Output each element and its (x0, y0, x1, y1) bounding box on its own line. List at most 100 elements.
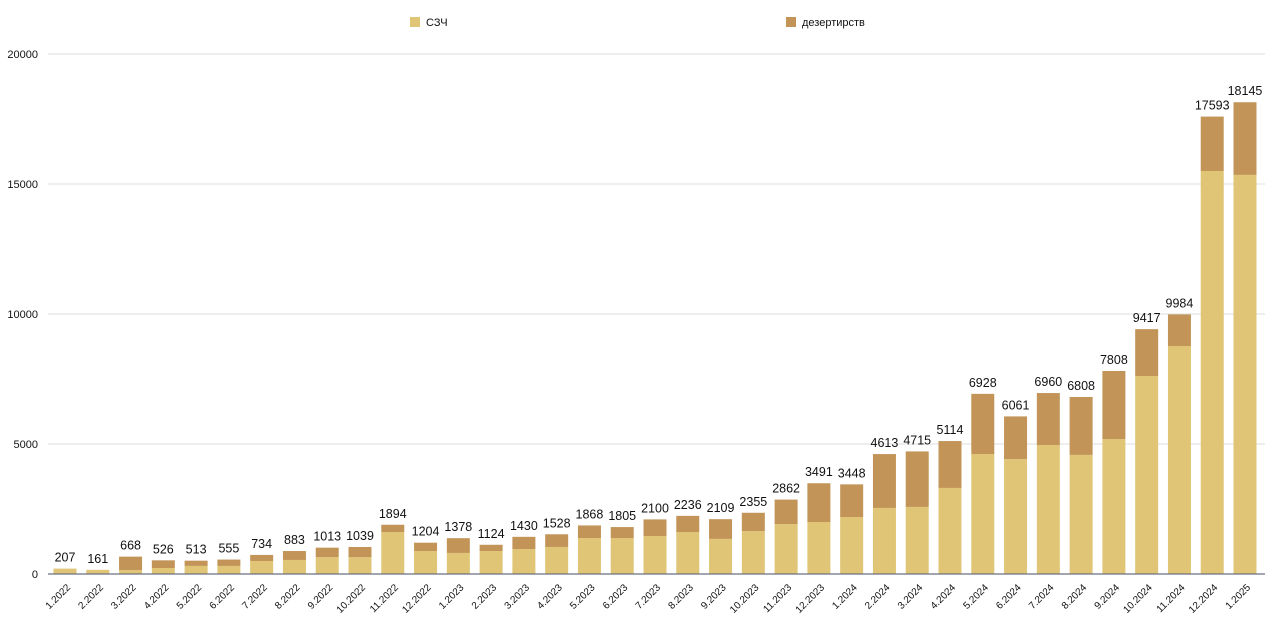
x-tick-label: 12.2023 (794, 582, 828, 616)
x-tick-label: 1.2024 (830, 582, 860, 612)
bar-szch (709, 538, 733, 574)
bar-szch (151, 568, 175, 574)
bar-desertion (1200, 116, 1224, 171)
y-tick-label: 15000 (7, 179, 38, 191)
data-label: 555 (218, 542, 239, 556)
x-tick-label: 9.2023 (699, 582, 729, 612)
x-tick-label: 6.2024 (994, 582, 1024, 612)
y-tick-label: 20000 (7, 49, 38, 61)
data-label: 3448 (838, 466, 866, 480)
bar-szch (1004, 459, 1028, 574)
y-tick-label: 5000 (14, 439, 38, 451)
legend-item-szch[interactable]: СЗЧ (410, 17, 448, 29)
bar-szch (610, 537, 634, 574)
bar-szch (1200, 171, 1224, 574)
bar-szch (1135, 376, 1159, 574)
data-label: 1039 (346, 529, 374, 543)
bar-szch (446, 552, 470, 574)
bar-szch (676, 532, 700, 574)
x-tick-label: 11.2024 (1155, 582, 1188, 615)
bars (53, 102, 1257, 574)
bar-desertion (1102, 370, 1126, 440)
data-label: 883 (284, 533, 305, 547)
y-tick-label: 10000 (7, 309, 38, 321)
bar-szch (53, 568, 77, 574)
x-tick-label: 1.2025 (1224, 582, 1254, 612)
data-label: 2100 (641, 501, 669, 515)
bar-szch (545, 546, 569, 574)
bar-szch (217, 565, 241, 574)
bar-desertion (414, 542, 438, 551)
x-tick-label: 5.2023 (568, 582, 598, 612)
bar-szch (971, 454, 995, 574)
bar-szch (872, 507, 896, 574)
bar-szch (1036, 445, 1060, 574)
x-tick-label: 1.2023 (437, 582, 467, 612)
bar-szch (905, 506, 929, 574)
bar-szch (282, 559, 306, 574)
x-tick-label: 9.2022 (306, 582, 336, 612)
bar-desertion (119, 556, 143, 571)
bar-szch (938, 487, 962, 574)
x-tick-label: 3.2022 (109, 582, 139, 612)
bar-szch (119, 570, 143, 574)
data-label: 3491 (805, 465, 833, 479)
data-label: 526 (153, 542, 174, 556)
bar-desertion (971, 393, 995, 455)
bar-szch (479, 550, 503, 574)
bar-szch (807, 522, 831, 574)
x-tick-label: 8.2022 (273, 582, 303, 612)
bar-desertion (709, 519, 733, 539)
bar-szch (643, 536, 667, 574)
bar-szch (184, 565, 208, 574)
data-label: 513 (186, 543, 207, 557)
bar-szch (577, 537, 601, 574)
data-label: 1528 (543, 516, 571, 530)
x-tick-label: 11.2022 (368, 582, 401, 615)
data-label: 734 (251, 537, 272, 551)
data-label: 161 (87, 552, 108, 566)
x-tick-label: 7.2023 (634, 582, 664, 612)
bar-szch (1102, 439, 1126, 574)
bar-szch (381, 532, 405, 574)
legend-swatch (786, 17, 796, 27)
bar-szch (315, 557, 339, 574)
x-tick-label: 4.2022 (142, 582, 172, 612)
data-label: 17593 (1195, 99, 1230, 113)
data-label: 2236 (674, 498, 702, 512)
bar-szch (414, 550, 438, 574)
bar-desertion (512, 536, 536, 550)
bar-desertion (1036, 393, 1060, 446)
x-tick-label: 2.2024 (863, 582, 893, 612)
x-tick-label: 10.2022 (335, 582, 369, 616)
data-label: 2862 (772, 482, 800, 496)
data-label: 2109 (707, 501, 735, 515)
data-label: 6061 (1002, 398, 1030, 412)
x-tick-label: 7.2024 (1027, 582, 1057, 612)
x-tick-label: 4.2023 (535, 582, 565, 612)
data-label: 4715 (903, 433, 931, 447)
bar-desertion (938, 441, 962, 488)
legend-swatch (410, 17, 420, 27)
data-label: 207 (55, 551, 76, 565)
bar-desertion (1004, 416, 1028, 460)
bar-szch (512, 549, 536, 574)
bar-desertion (545, 534, 569, 547)
x-tick-label: 2.2023 (470, 582, 500, 612)
data-label: 7808 (1100, 353, 1128, 367)
bar-szch (774, 524, 798, 574)
bar-desertion (1135, 329, 1159, 377)
data-label: 1430 (510, 519, 538, 533)
x-tick-label: 4.2024 (929, 582, 959, 612)
legend-item-desertion[interactable]: дезертирств (786, 17, 865, 29)
x-tick-label: 8.2024 (1060, 582, 1090, 612)
bar-szch (741, 531, 765, 574)
bar-desertion (905, 451, 929, 507)
bar-desertion (381, 524, 405, 533)
x-tick-label: 3.2023 (503, 582, 533, 612)
bar-desertion (446, 538, 470, 553)
bar-desertion (872, 454, 896, 508)
data-label: 4613 (871, 436, 899, 450)
x-tick-label: 6.2022 (208, 582, 238, 612)
bar-szch (348, 557, 372, 574)
